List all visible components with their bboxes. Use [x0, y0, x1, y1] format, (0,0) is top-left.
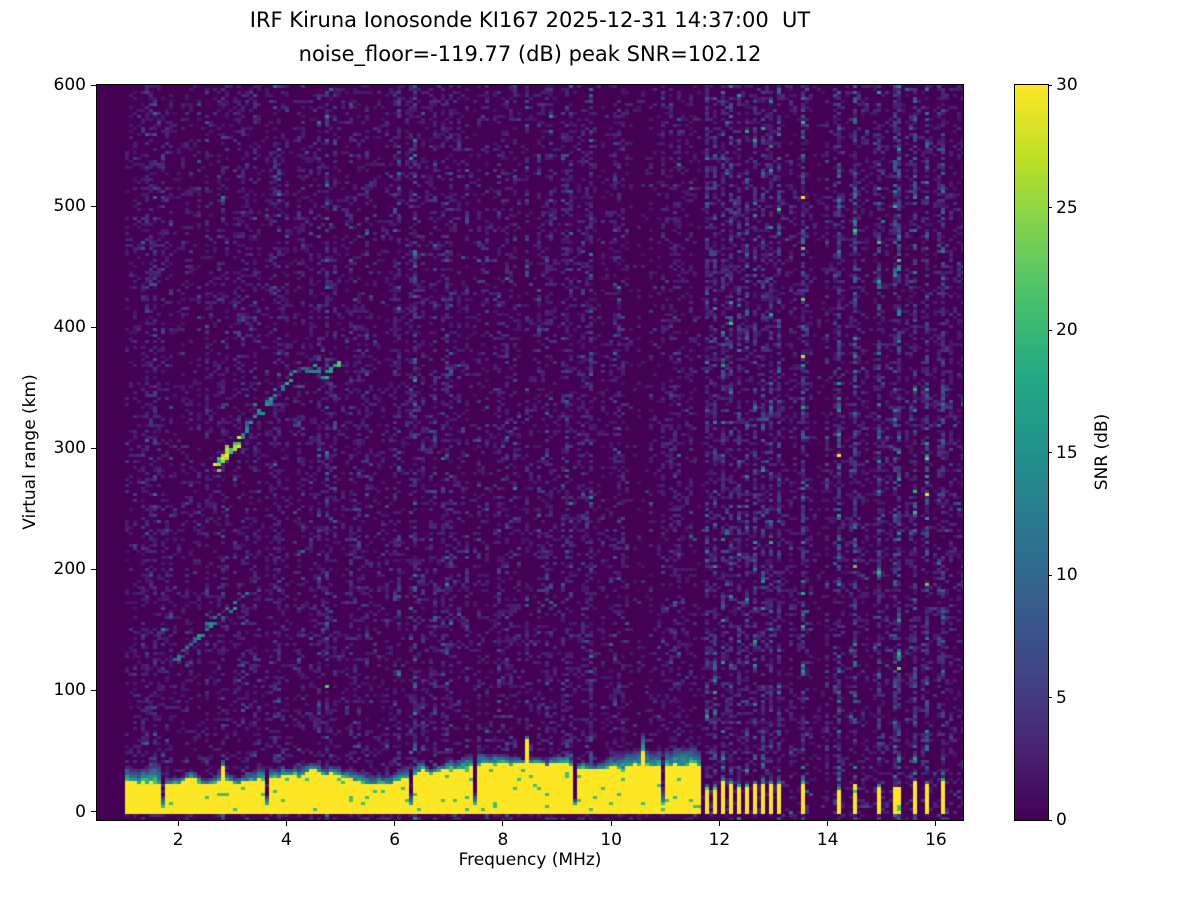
- y-tick-label: 300: [53, 438, 86, 459]
- colorbar-tick-label: 0: [1056, 810, 1067, 830]
- x-tick-label: 6: [389, 830, 401, 850]
- x-tick-label: 16: [925, 830, 947, 850]
- colorbar-tick-mark: [1048, 329, 1052, 331]
- colorbar-tick-mark: [1048, 697, 1052, 698]
- colorbar-tick-mark: [1048, 819, 1052, 821]
- y-axis-label: Virtual range (km): [20, 374, 40, 530]
- colorbar-canvas: [1015, 85, 1048, 820]
- chart-title-line1: IRF Kiruna Ionosonde KI167 2025-12-31 14…: [249, 8, 811, 32]
- x-tick-label: 14: [816, 830, 839, 850]
- y-tick-mark: [91, 205, 96, 207]
- x-tick-label: 8: [497, 830, 509, 850]
- x-tick-mark: [502, 821, 504, 826]
- x-tick-mark: [610, 821, 612, 826]
- colorbar-tick-label: 15: [1056, 442, 1078, 463]
- y-tick-label: 400: [53, 317, 86, 338]
- colorbar-tick-label: 30: [1056, 75, 1078, 95]
- y-tick-mark: [91, 568, 96, 570]
- chart-title-line2: noise_floor=-119.77 (dB) peak SNR=102.12: [298, 42, 762, 66]
- y-tick-label: 500: [53, 196, 86, 217]
- x-tick-mark: [827, 821, 829, 826]
- colorbar-tick-label: 5: [1056, 687, 1067, 708]
- x-tick-label: 10: [600, 830, 622, 850]
- y-tick-label: 0: [75, 801, 86, 822]
- x-axis-label: Frequency (MHz): [458, 850, 602, 870]
- x-tick-mark: [285, 821, 287, 826]
- x-tick-label: 4: [281, 830, 292, 850]
- plot-area: [96, 84, 964, 821]
- y-tick-mark: [91, 326, 96, 328]
- x-tick-mark: [394, 821, 396, 826]
- x-tick-mark: [718, 821, 720, 826]
- y-tick-label: 200: [53, 559, 86, 580]
- y-tick-label: 600: [53, 75, 86, 95]
- y-tick-mark: [91, 689, 96, 691]
- colorbar-tick-mark: [1048, 84, 1052, 86]
- colorbar-tick-label: 10: [1056, 565, 1078, 585]
- x-tick-mark: [935, 821, 937, 826]
- x-tick-label: 2: [172, 830, 184, 850]
- colorbar-tick-mark: [1048, 207, 1052, 208]
- colorbar-tick-label: 20: [1056, 320, 1078, 340]
- x-tick-label: 12: [708, 830, 731, 850]
- colorbar: [1014, 84, 1049, 821]
- heatmap-canvas: [97, 85, 963, 820]
- y-tick-mark: [91, 447, 96, 449]
- colorbar-tick-label: 25: [1056, 197, 1078, 218]
- x-tick-mark: [177, 821, 179, 826]
- y-tick-mark: [91, 84, 96, 86]
- y-tick-label: 100: [53, 680, 86, 701]
- y-tick-mark: [91, 811, 96, 813]
- colorbar-tick-mark: [1048, 574, 1052, 576]
- colorbar-tick-mark: [1048, 452, 1052, 453]
